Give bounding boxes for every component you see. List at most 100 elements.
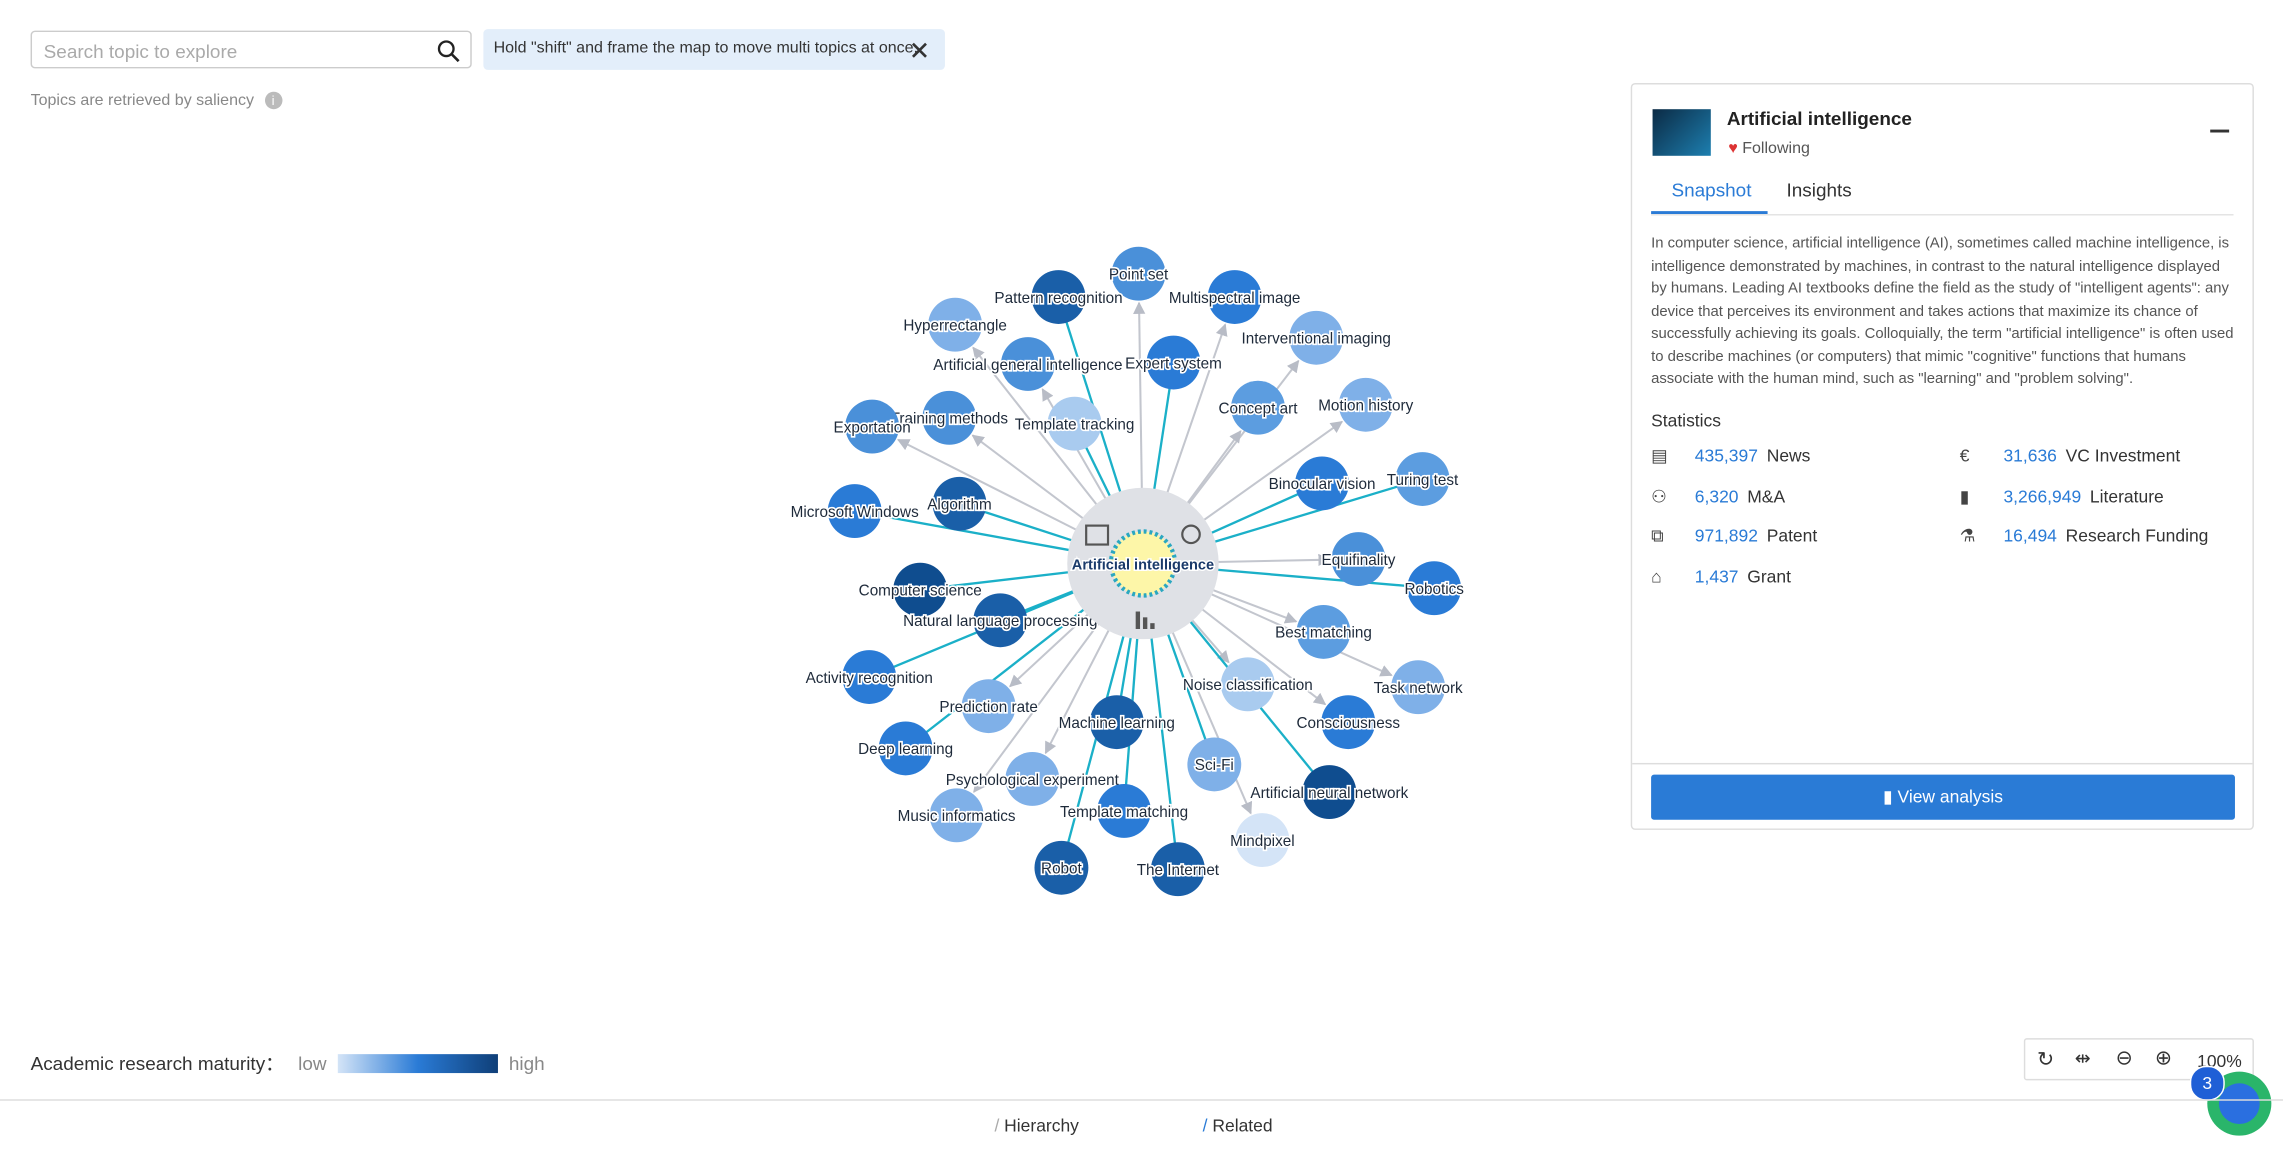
collapse-button[interactable] bbox=[2210, 130, 2229, 133]
topic-node[interactable]: Binocular vision bbox=[1269, 456, 1376, 510]
node-label: Multispectral image bbox=[1169, 290, 1301, 307]
node-label: Exportation bbox=[834, 419, 911, 436]
center-node[interactable]: Artificial intelligence bbox=[1067, 488, 1218, 639]
node-label: Microsoft Windows bbox=[791, 504, 919, 521]
topic-node[interactable]: Artificial neural network bbox=[1250, 765, 1408, 819]
statistics-title: Statistics bbox=[1651, 411, 1721, 431]
topic-node[interactable]: Concept art bbox=[1219, 381, 1299, 435]
node-label: Activity recognition bbox=[806, 670, 933, 687]
topic-node[interactable]: Algorithm bbox=[927, 477, 991, 531]
topic-node[interactable]: Motion history bbox=[1318, 378, 1413, 432]
topic-node[interactable]: Music informatics bbox=[898, 788, 1016, 842]
tab-insights[interactable]: Insights bbox=[1787, 179, 1852, 201]
stat-icon: ⧉ bbox=[1651, 526, 1695, 548]
divider bbox=[1632, 763, 2252, 764]
zoom-out-button[interactable]: ⊖ bbox=[2116, 1045, 2133, 1070]
edge bbox=[1216, 560, 1330, 562]
stat-item: ▮3,266,949 Literature bbox=[1960, 486, 2164, 506]
stat-icon: ▤ bbox=[1651, 446, 1695, 466]
topic-node[interactable]: Turing test bbox=[1387, 452, 1459, 506]
legend-low: low bbox=[298, 1053, 326, 1075]
tab-hierarchy-text: Hierarchy bbox=[1004, 1115, 1079, 1135]
stat-value: 3,266,949 bbox=[2003, 486, 2081, 506]
topic-node[interactable]: Multispectral image bbox=[1169, 270, 1301, 324]
topic-node[interactable]: Deep learning bbox=[858, 721, 953, 775]
topic-node[interactable]: The Internet bbox=[1137, 842, 1220, 896]
node-label: Consciousness bbox=[1296, 715, 1400, 732]
node-label: Machine learning bbox=[1059, 715, 1175, 732]
tab-related[interactable]: / Related bbox=[1203, 1115, 1273, 1135]
node-label: Motion history bbox=[1318, 398, 1413, 415]
topic-node[interactable]: Hyperrectangle bbox=[903, 298, 1007, 352]
topic-node[interactable]: Computer science bbox=[859, 563, 982, 617]
node-label: Turing test bbox=[1387, 472, 1459, 489]
topic-node[interactable]: Task network bbox=[1374, 660, 1463, 714]
node-label: Concept art bbox=[1219, 401, 1299, 418]
view-analysis-button[interactable]: ▮ View analysis bbox=[1651, 775, 2235, 820]
stat-value: 31,636 bbox=[2003, 446, 2056, 466]
topic-panel: Artificial intelligence ♥ Following Snap… bbox=[1631, 83, 2254, 830]
topic-node[interactable]: Consciousness bbox=[1296, 695, 1400, 749]
node-label: Hyperrectangle bbox=[903, 318, 1007, 335]
zoom-in-button[interactable]: ⊕ bbox=[2155, 1045, 2172, 1070]
legend-title: Academic research maturity： bbox=[31, 1053, 285, 1075]
stat-label: Literature bbox=[2090, 486, 2164, 506]
follow-text: Following bbox=[1742, 140, 1810, 157]
follow-status[interactable]: ♥ Following bbox=[1728, 140, 1810, 157]
topic-node[interactable]: Exportation bbox=[834, 400, 911, 454]
topic-node[interactable]: Pattern recognition bbox=[994, 270, 1122, 324]
node-label: Expert system bbox=[1125, 355, 1222, 372]
node-label: Algorithm bbox=[927, 497, 991, 514]
legend-high: high bbox=[509, 1053, 545, 1075]
node-label: Sci-Fi bbox=[1195, 757, 1234, 774]
node-label: Pattern recognition bbox=[994, 290, 1122, 307]
stat-item: ⚗16,494Research Funding bbox=[1960, 526, 2209, 546]
button-text: View analysis bbox=[1897, 786, 2003, 806]
stat-value: 6,320 bbox=[1695, 486, 1739, 506]
node-label: Task network bbox=[1374, 680, 1463, 697]
fit-button[interactable]: ⇹ bbox=[2075, 1047, 2091, 1070]
node-label: Robot bbox=[1041, 861, 1082, 878]
node-label: Natural language processing bbox=[903, 613, 1097, 630]
tab-hierarchy[interactable]: / Hierarchy bbox=[994, 1115, 1078, 1135]
stat-item: ⌂1,437Grant bbox=[1651, 566, 1791, 586]
stat-label: VC Investment bbox=[2066, 446, 2181, 466]
node-label: Point set bbox=[1109, 267, 1169, 284]
node-label: Template matching bbox=[1060, 804, 1188, 821]
topic-node[interactable]: Sci-Fi bbox=[1187, 737, 1241, 791]
node-label: Mindpixel bbox=[1230, 833, 1294, 850]
panel-title: Artificial intelligence bbox=[1727, 108, 1912, 130]
node-label: Interventional imaging bbox=[1242, 331, 1391, 348]
edge bbox=[1151, 636, 1178, 869]
topic-node[interactable]: Equifinality bbox=[1322, 532, 1396, 586]
node-label: Equifinality bbox=[1322, 552, 1396, 569]
edge bbox=[1211, 589, 1296, 621]
node-label: Artificial general intelligence bbox=[933, 357, 1122, 374]
topic-node[interactable]: Robotics bbox=[1404, 561, 1464, 615]
topic-node[interactable]: Interventional imaging bbox=[1242, 311, 1391, 365]
tab-snapshot[interactable]: Snapshot bbox=[1671, 179, 1751, 201]
topic-node[interactable]: Mindpixel bbox=[1230, 813, 1294, 867]
stat-value: 971,892 bbox=[1695, 526, 1758, 546]
stat-icon: € bbox=[1960, 446, 2004, 466]
topic-node[interactable]: Microsoft Windows bbox=[791, 484, 919, 538]
stat-label: News bbox=[1767, 446, 1811, 466]
stat-label: M&A bbox=[1747, 486, 1785, 506]
topic-node[interactable]: Robot bbox=[1034, 841, 1088, 895]
description: In computer science, artificial intellig… bbox=[1651, 233, 2236, 391]
stat-icon: ⚗ bbox=[1960, 526, 2004, 546]
divider bbox=[1651, 214, 2233, 215]
stat-label: Patent bbox=[1767, 526, 1818, 546]
node-label: Robotics bbox=[1404, 581, 1464, 598]
reset-button[interactable]: ↻ bbox=[2037, 1047, 2054, 1072]
footer-tabs: / Hierarchy / Related bbox=[0, 1099, 2283, 1149]
node-label: Template tracking bbox=[1015, 417, 1135, 434]
topic-node[interactable]: Best matching bbox=[1275, 605, 1372, 659]
stat-value: 435,397 bbox=[1695, 446, 1758, 466]
stat-icon: ▮ bbox=[1960, 486, 2004, 506]
topic-node[interactable]: Template tracking bbox=[1015, 397, 1135, 451]
topic-node[interactable]: Training methods bbox=[891, 391, 1009, 445]
stat-item: ⚇6,320M&A bbox=[1651, 486, 1785, 506]
node-label: Binocular vision bbox=[1269, 476, 1376, 493]
topic-node[interactable]: Machine learning bbox=[1059, 695, 1175, 749]
